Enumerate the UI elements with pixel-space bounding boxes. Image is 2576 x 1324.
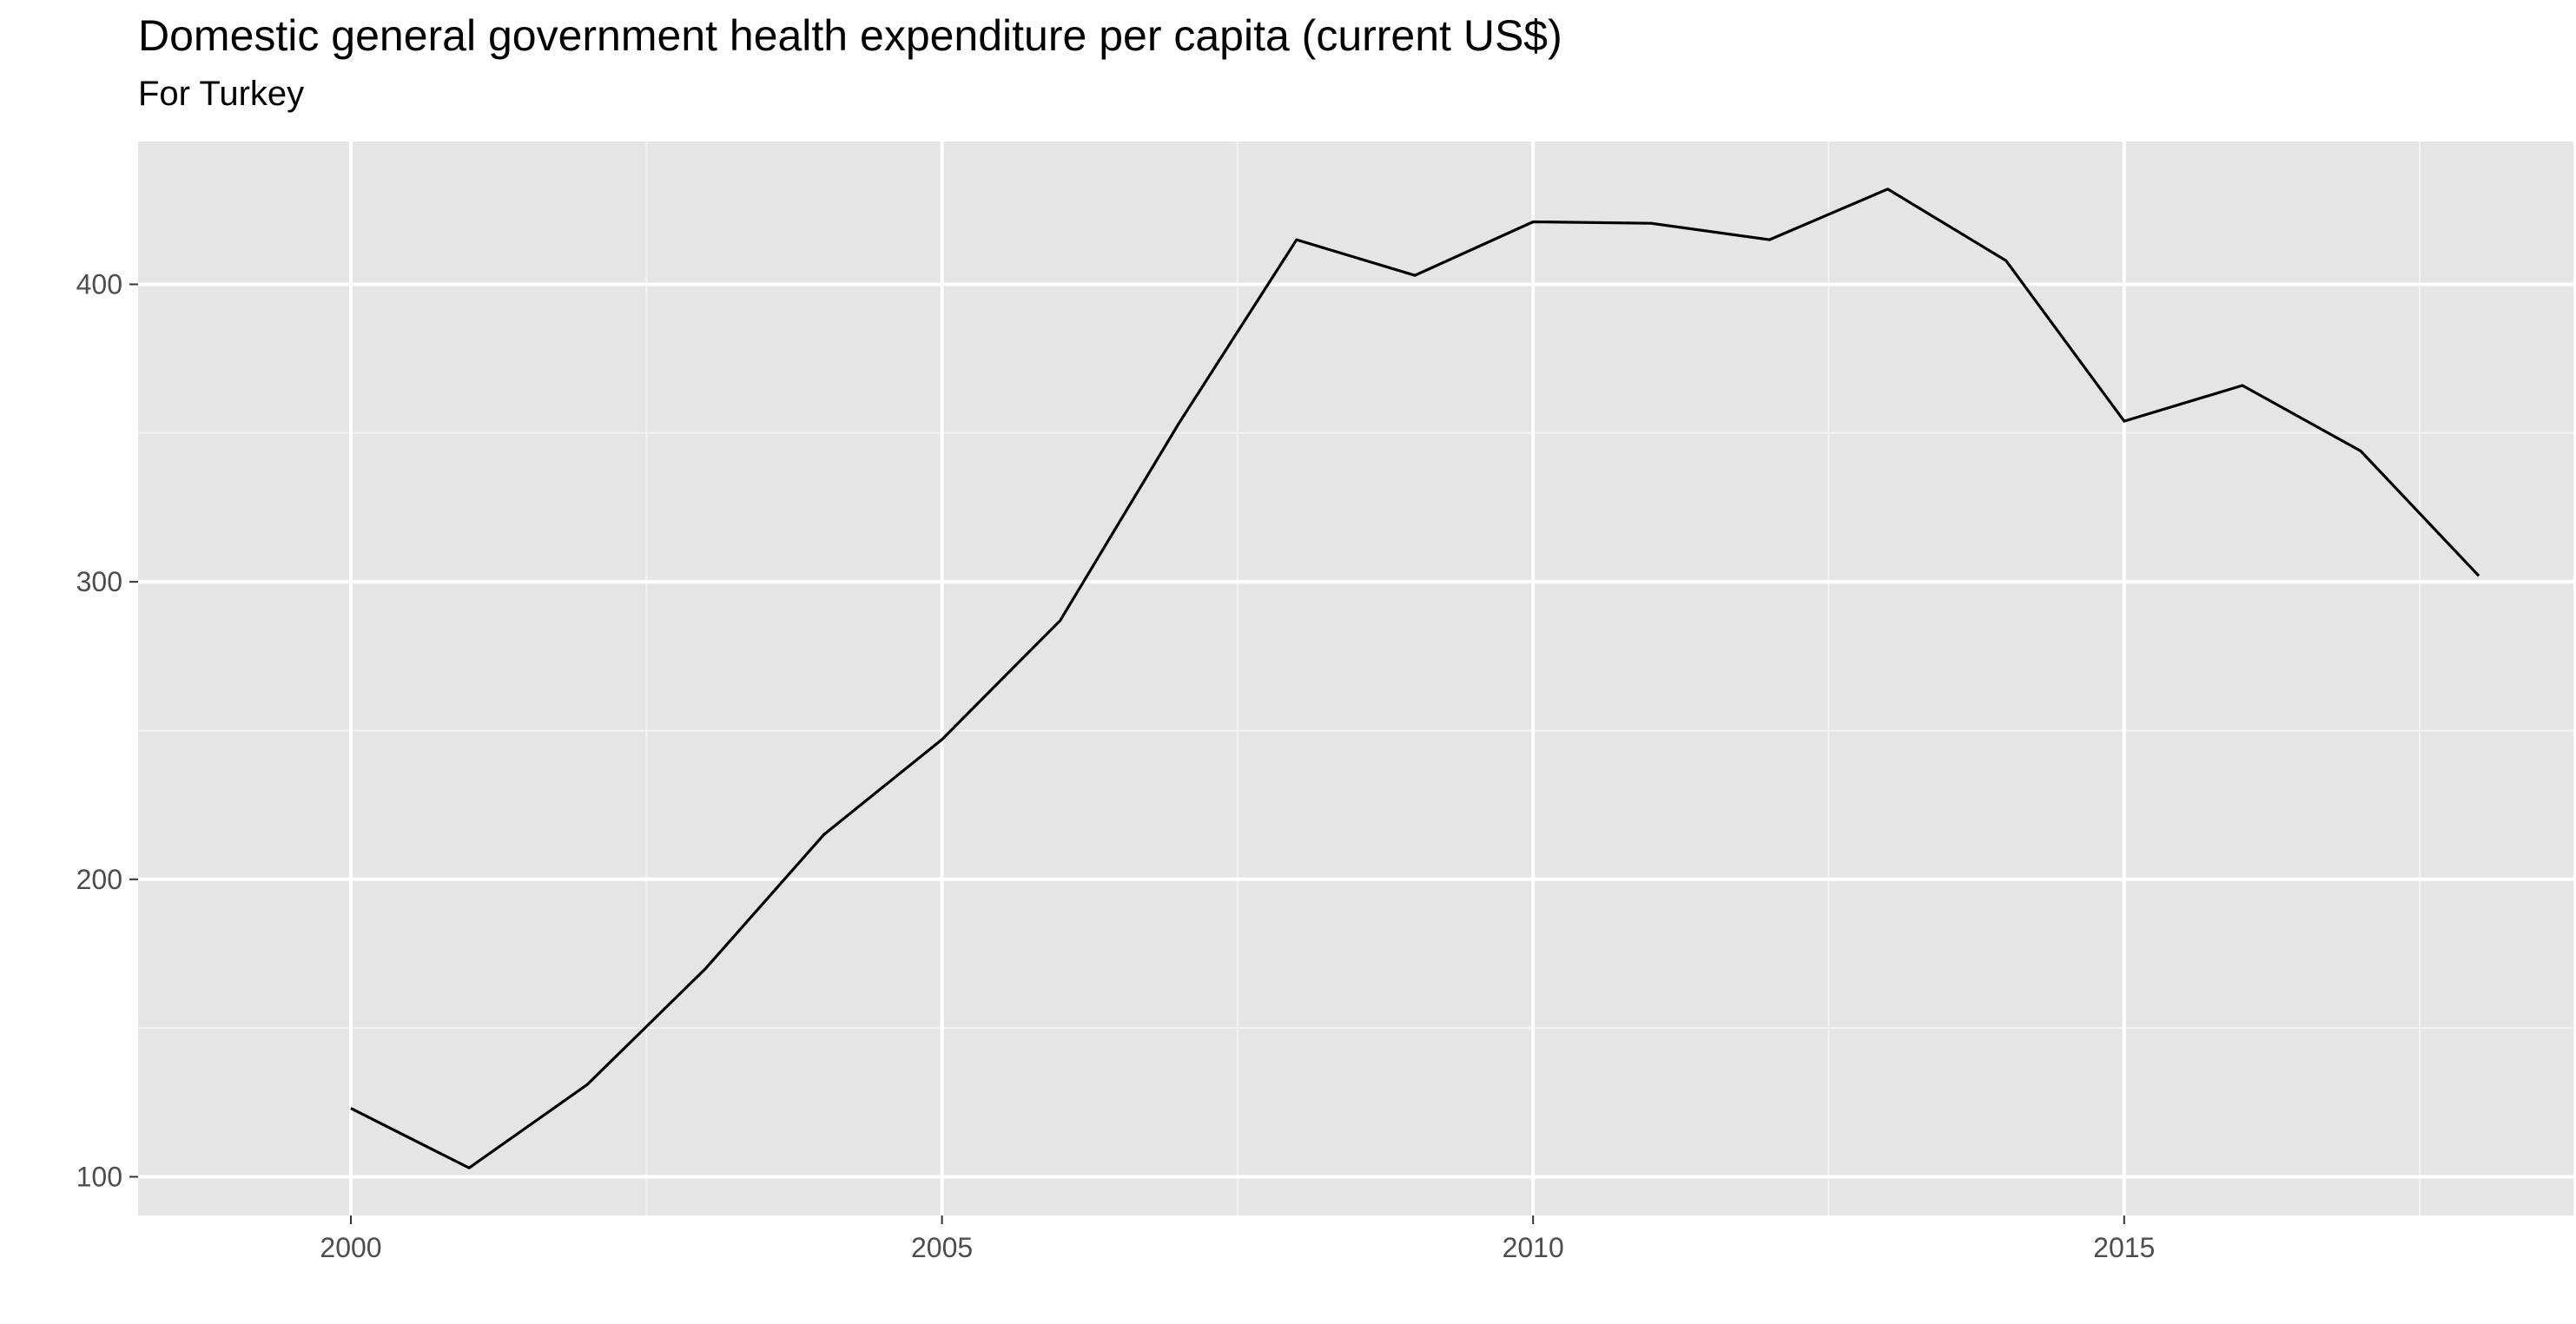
x-tick-label: 2000 [320, 1232, 381, 1263]
x-axis: 2000 2005 2010 2015 [320, 1215, 2155, 1263]
grid-minor [138, 142, 2573, 1215]
y-tick-label: 100 [76, 1161, 122, 1192]
y-axis: 100 200 300 400 [76, 268, 138, 1192]
y-tick-label: 300 [76, 566, 122, 597]
y-tick-label: 200 [76, 864, 122, 895]
y-tick-label: 400 [76, 268, 122, 300]
x-tick-label: 2010 [1503, 1232, 1564, 1263]
x-tick-label: 2005 [911, 1232, 973, 1263]
x-tick-label: 2015 [2093, 1232, 2155, 1263]
series-layer [350, 188, 2480, 1169]
series-line [350, 188, 2480, 1169]
grid-major [138, 142, 2573, 1215]
plot-panel [138, 142, 2573, 1215]
chart-title: Domestic general government health expen… [138, 11, 1562, 60]
chart-subtitle: For Turkey [138, 75, 305, 113]
